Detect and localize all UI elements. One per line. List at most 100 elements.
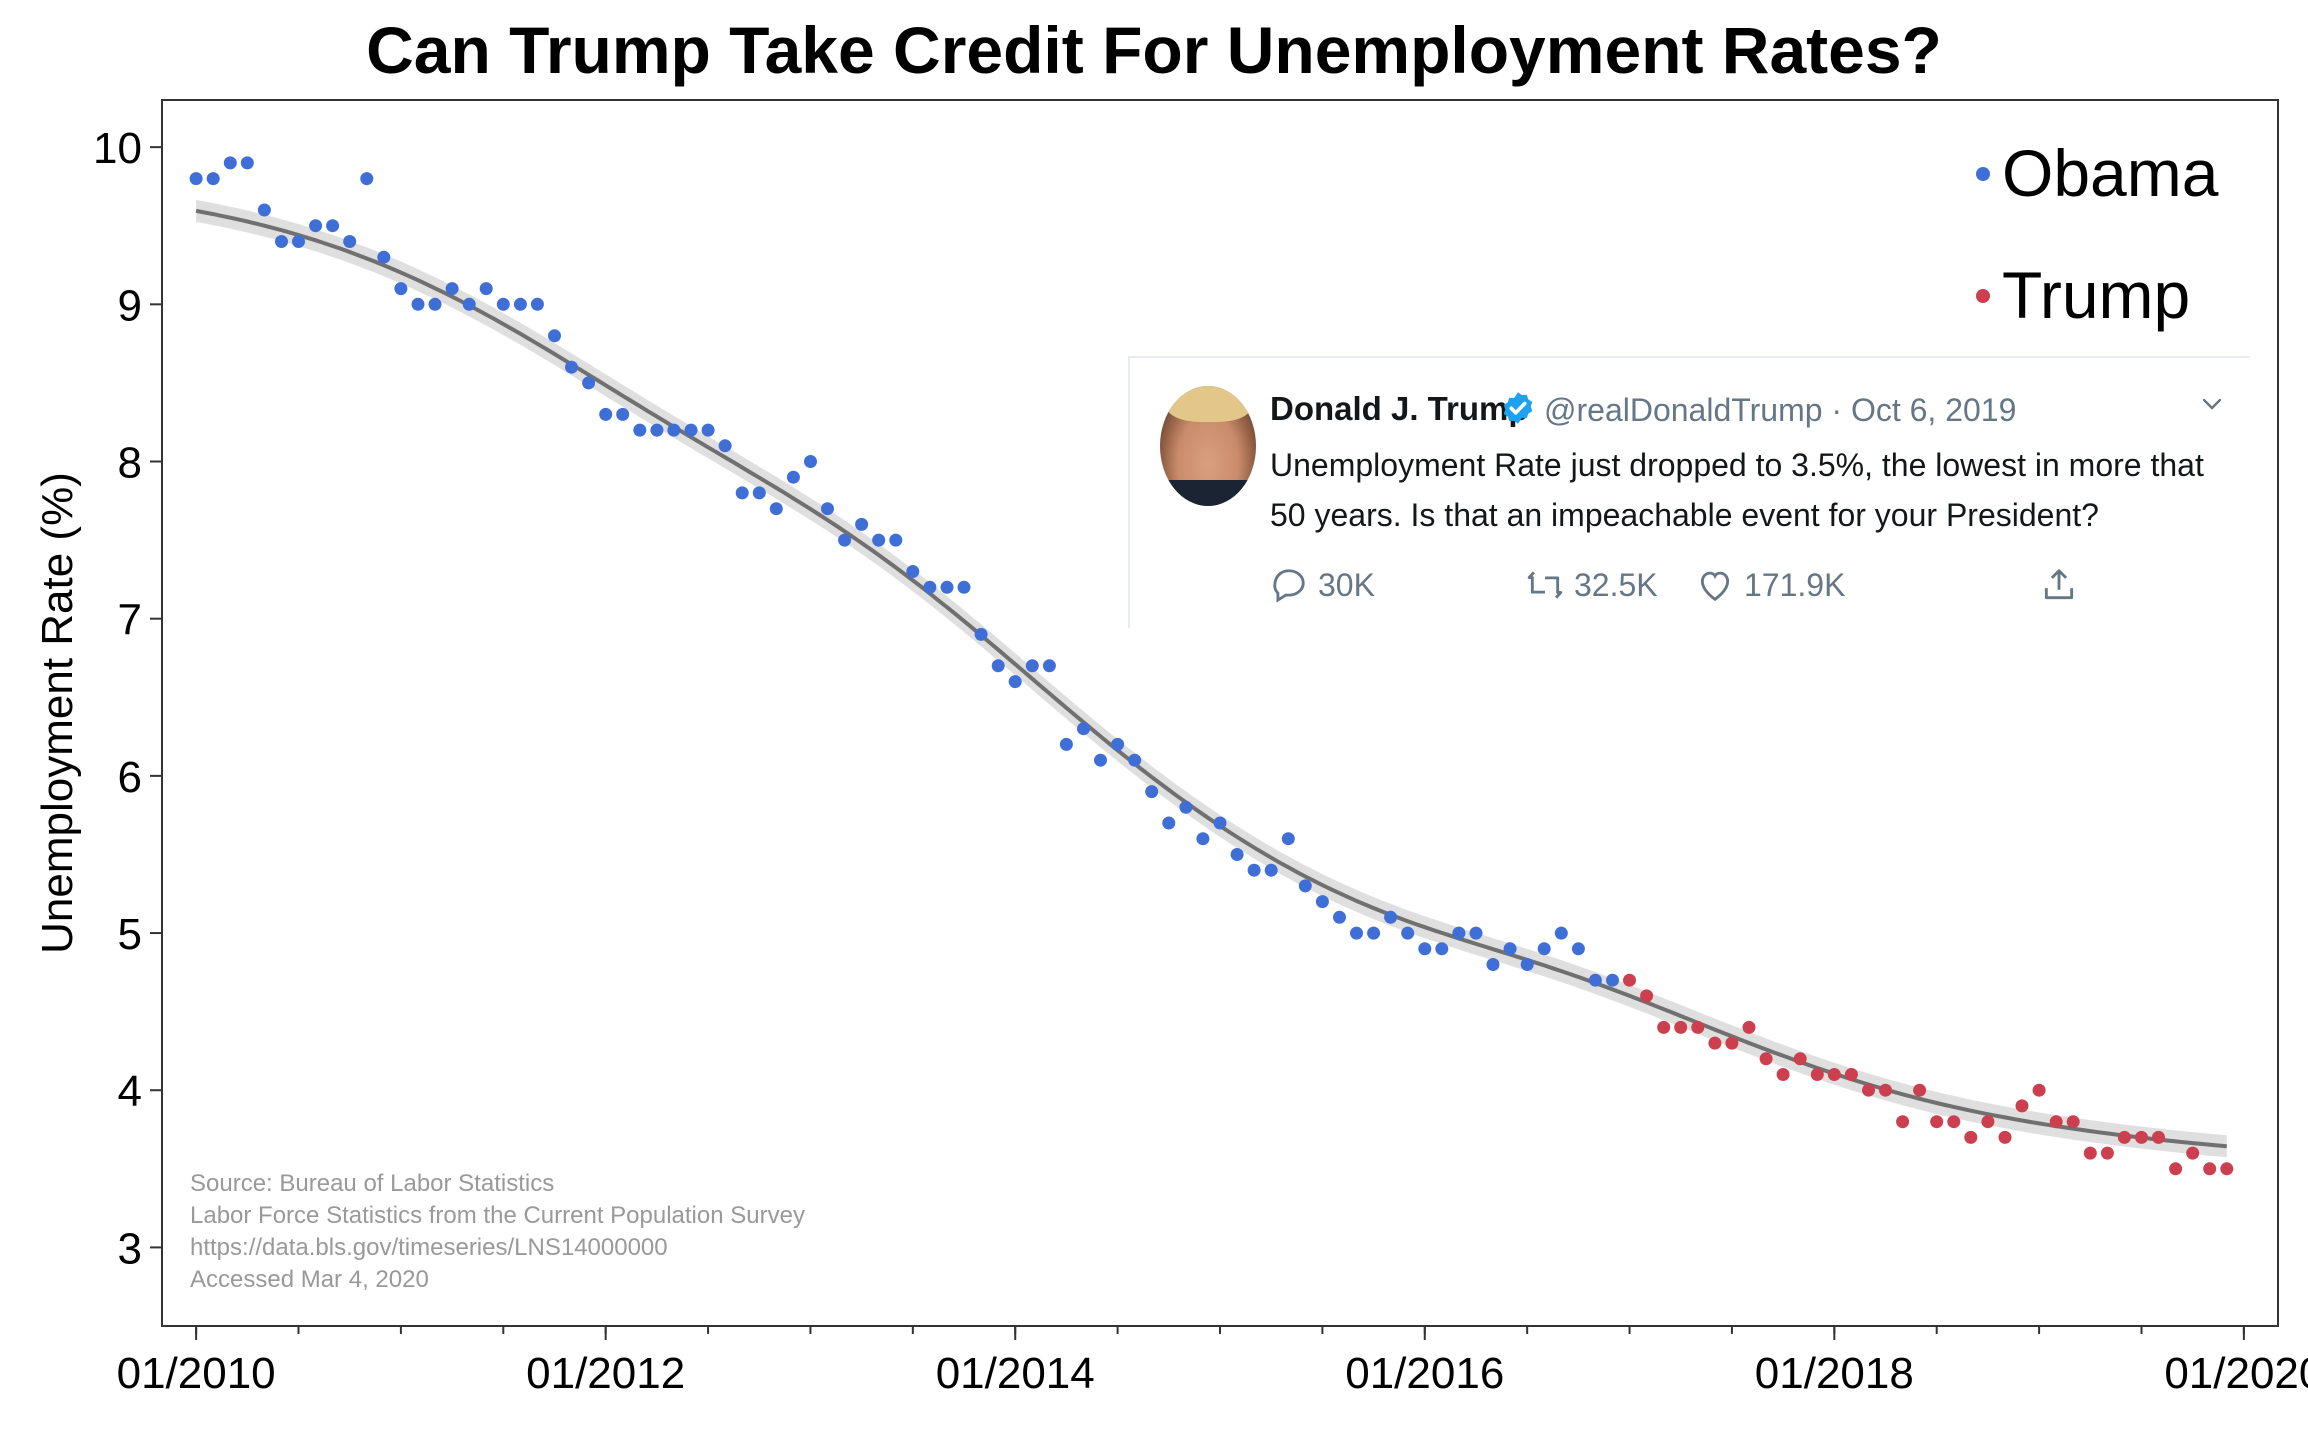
data-points-layer bbox=[189, 156, 2234, 1176]
data-point-obama bbox=[957, 580, 971, 594]
data-point-obama bbox=[1350, 926, 1363, 940]
data-point-obama bbox=[360, 172, 374, 186]
data-point-obama bbox=[1298, 879, 1312, 893]
tweet-card[interactable]: Donald J. Trump @realDonaldTrump · Oct 6… bbox=[1128, 356, 2250, 628]
y-tick-label: 10 bbox=[93, 124, 142, 173]
data-point-obama bbox=[496, 297, 510, 311]
data-point-obama bbox=[1179, 800, 1193, 814]
retweet-count: 32.5K bbox=[1574, 566, 1658, 603]
data-point-obama bbox=[1042, 659, 1056, 673]
data-point-trump bbox=[1896, 1115, 1910, 1129]
data-point-obama bbox=[1401, 926, 1415, 940]
data-point-obama bbox=[1452, 926, 1466, 940]
data-point-obama bbox=[718, 439, 732, 453]
y-tick-label: 4 bbox=[118, 1067, 142, 1116]
like-icon bbox=[1700, 571, 1730, 601]
data-point-obama bbox=[1077, 722, 1090, 736]
data-point-obama bbox=[1281, 832, 1295, 846]
data-point-obama bbox=[1554, 926, 1568, 940]
data-point-obama bbox=[1213, 816, 1227, 830]
data-point-obama bbox=[1196, 832, 1210, 846]
data-point-trump bbox=[1862, 1083, 1875, 1097]
data-point-trump bbox=[1674, 1020, 1688, 1034]
data-point-trump bbox=[2152, 1130, 2165, 1144]
data-point-obama bbox=[923, 580, 937, 594]
share-button[interactable] bbox=[2040, 566, 2078, 604]
x-tick-label: 01/2018 bbox=[1755, 1349, 1914, 1398]
data-point-obama bbox=[343, 235, 357, 248]
source-url[interactable]: https://data.bls.gov/timeseries/LNS14000… bbox=[190, 1234, 668, 1261]
plot-frame bbox=[161, 99, 2279, 1327]
like-button[interactable]: 171.9K bbox=[1696, 566, 1845, 604]
y-axis-label: Unemployment Rate (%) bbox=[33, 472, 82, 954]
legend-marker-trump bbox=[1976, 289, 1990, 303]
data-point-trump bbox=[1913, 1083, 1927, 1097]
data-point-trump bbox=[2083, 1146, 2097, 1160]
y-tick-label: 3 bbox=[118, 1224, 142, 1273]
retweet-button[interactable]: 32.5K bbox=[1526, 566, 1658, 604]
verified-badge-icon bbox=[1503, 392, 1533, 424]
data-point-obama bbox=[1503, 942, 1517, 956]
data-point-obama bbox=[1537, 942, 1551, 956]
axis-layer: 3 4 5 6 7 8 9 10 01/2010 01/2012 01/2014 01/2016 01/… bbox=[93, 124, 2308, 1398]
data-point-obama bbox=[445, 282, 459, 296]
data-point-obama bbox=[804, 455, 817, 468]
tweet-handle-date[interactable]: @realDonaldTrump · Oct 6, 2019 bbox=[1544, 392, 2017, 428]
x-tick-label: 01/2010 bbox=[117, 1349, 276, 1398]
avatar[interactable] bbox=[1160, 386, 1256, 506]
source-line: Source: Bureau of Labor Statistics bbox=[190, 1170, 555, 1197]
data-point-trump bbox=[1742, 1020, 1756, 1034]
tweet-text: Unemployment Rate just dropped to 3.5%, … bbox=[1270, 447, 2204, 533]
data-point-obama bbox=[786, 470, 800, 484]
data-point-trump bbox=[1708, 1036, 1722, 1050]
data-point-obama bbox=[872, 533, 886, 547]
reply-button[interactable]: 30K bbox=[1270, 566, 1375, 604]
data-point-obama bbox=[1367, 926, 1381, 940]
data-point-trump bbox=[1725, 1036, 1739, 1050]
data-point-obama bbox=[752, 486, 766, 500]
data-point-obama bbox=[769, 502, 783, 516]
data-point-obama bbox=[479, 282, 493, 296]
x-tick-label: 01/2012 bbox=[526, 1349, 685, 1398]
data-point-obama bbox=[309, 219, 323, 233]
data-point-obama bbox=[940, 580, 954, 594]
data-point-trump bbox=[2203, 1162, 2217, 1176]
data-point-obama bbox=[1094, 753, 1107, 767]
data-point-trump bbox=[1981, 1115, 1995, 1129]
data-point-obama bbox=[1486, 958, 1500, 971]
trend-line bbox=[195, 208, 2227, 1149]
legend: Obama Trump bbox=[1976, 136, 2219, 332]
data-point-obama bbox=[855, 517, 869, 531]
data-point-obama bbox=[1111, 737, 1125, 751]
data-point-obama bbox=[735, 486, 749, 500]
data-point-obama bbox=[394, 282, 408, 296]
data-point-obama bbox=[1264, 863, 1278, 877]
data-point-obama bbox=[1520, 958, 1534, 971]
data-point-obama bbox=[1008, 675, 1022, 689]
data-point-obama bbox=[582, 376, 596, 390]
data-point-obama bbox=[684, 423, 698, 437]
data-point-trump bbox=[2015, 1099, 2029, 1113]
data-point-obama bbox=[428, 297, 442, 311]
data-point-trump bbox=[2169, 1162, 2183, 1176]
data-point-obama bbox=[1162, 816, 1176, 830]
data-point-obama bbox=[189, 172, 203, 186]
data-point-obama bbox=[633, 423, 647, 437]
x-tick-label: 01/2016 bbox=[1345, 1349, 1504, 1398]
tweet-author-name[interactable]: Donald J. Trump bbox=[1270, 390, 1529, 427]
data-point-obama bbox=[1435, 942, 1449, 956]
data-point-obama bbox=[240, 156, 254, 170]
data-point-trump bbox=[1964, 1130, 1978, 1144]
data-point-trump bbox=[2100, 1146, 2114, 1160]
data-point-trump bbox=[1827, 1068, 1841, 1081]
data-point-obama bbox=[206, 172, 220, 186]
chevron-down-icon[interactable] bbox=[2200, 392, 2224, 416]
reply-count: 30K bbox=[1318, 566, 1375, 603]
data-point-trump bbox=[1776, 1068, 1790, 1081]
y-tick-label: 8 bbox=[118, 439, 142, 488]
like-count: 171.9K bbox=[1744, 566, 1846, 603]
data-point-trump bbox=[2117, 1130, 2131, 1144]
data-point-obama bbox=[513, 297, 527, 311]
source-line: Labor Force Statistics from the Current … bbox=[190, 1202, 805, 1229]
share-icon bbox=[2044, 569, 2074, 600]
